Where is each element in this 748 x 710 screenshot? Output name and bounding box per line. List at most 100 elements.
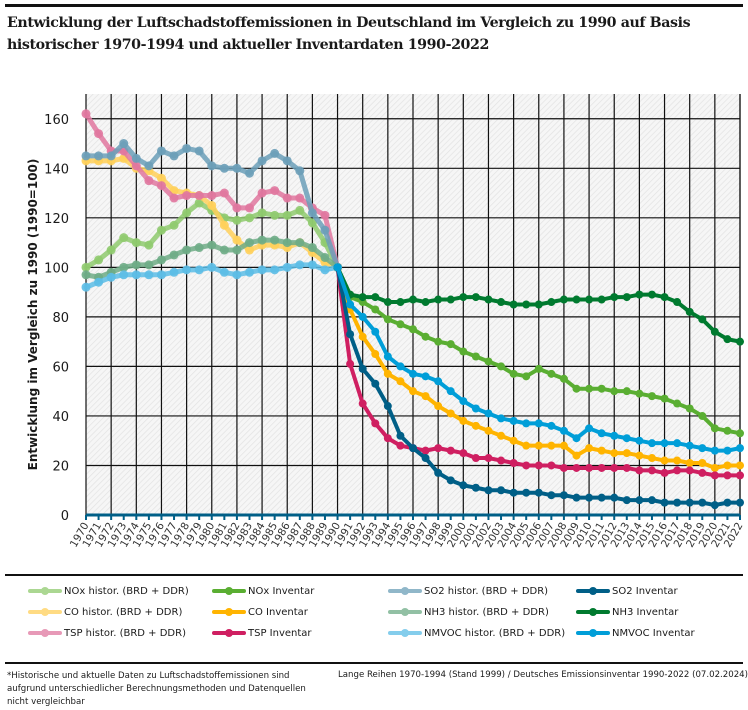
series-tsp-histor-brd-ddr [81,109,343,272]
y-tick-label: 160 [44,113,69,128]
data-point [333,263,342,272]
data-point [547,421,556,430]
data-point [710,424,719,433]
series-tsp-inventar [333,263,744,480]
data-point [257,188,267,198]
data-point [144,240,154,250]
y-axis-label: Entwicklung im Vergleich zu 1990 (1990=1… [26,159,40,471]
legend: NOx histor. (BRD + DDR) NOx Inventar SO2 h… [0,578,748,650]
data-point [396,320,405,329]
legend-swatch [28,587,62,595]
data-point [471,293,480,302]
data-point [497,362,506,371]
data-point [559,441,568,450]
data-point [81,262,91,272]
data-point [647,466,656,475]
legend-label: NOx histor. (BRD + DDR) [64,585,189,597]
data-point [232,163,242,173]
data-point [144,176,154,186]
data-point [358,399,367,408]
data-point [471,352,480,361]
data-point [484,357,493,366]
data-point [144,161,154,171]
legend-item: NMVOC Inventar [576,624,695,642]
data-point [522,419,531,428]
data-point [585,463,594,472]
data-point [610,449,619,458]
data-point [622,387,631,396]
data-point [471,404,480,413]
data-point [509,300,518,309]
legend-swatch [212,608,246,616]
data-point [409,325,417,334]
data-point [446,476,455,485]
legend-item: NOx histor. (BRD + DDR) [28,582,189,600]
data-point [547,461,556,470]
data-point [409,295,417,304]
data-point [685,441,694,450]
legend-label: CO Inventar [248,606,308,618]
data-point [131,153,141,163]
data-point [434,468,443,477]
data-point [295,238,305,248]
data-point [434,402,443,411]
data-point [131,270,141,280]
data-point [572,493,581,502]
data-point [383,298,392,307]
data-point [421,392,430,401]
data-point [685,307,694,316]
data-point [647,439,656,448]
data-point [169,220,179,230]
data-point [232,215,242,225]
data-point [371,293,380,302]
data-point [156,255,166,265]
data-point [434,337,443,346]
data-point [307,208,317,218]
data-point [710,446,719,455]
data-point [383,352,392,361]
data-point [497,431,506,440]
data-point [635,436,644,445]
legend-item: SO2 Inventar [576,582,678,600]
data-point [383,402,392,411]
data-point [409,369,417,378]
legend-item: NH3 histor. (BRD + DDR) [388,603,549,621]
data-point [547,441,556,450]
data-point [383,369,392,378]
data-point [182,265,192,275]
data-point [307,243,317,253]
data-point [534,461,543,470]
data-point [307,218,317,228]
data-point [459,397,468,406]
data-point [371,327,380,336]
legend-item: CO Inventar [212,603,308,621]
data-point [459,416,468,425]
data-point [282,238,292,248]
data-point [434,377,443,386]
data-point [509,458,518,467]
data-point [446,387,455,396]
data-point [421,446,430,455]
data-point [207,200,217,210]
data-point [320,210,330,220]
data-point [232,245,242,255]
legend-label: NH3 histor. (BRD + DDR) [424,606,549,618]
data-point [282,156,292,166]
data-point [358,332,367,341]
data-point [660,498,669,507]
data-point [736,461,744,470]
legend-item: TSP Inventar [212,624,312,642]
data-point [270,235,280,245]
data-point [245,203,254,213]
data-point [647,290,656,299]
data-point [559,426,568,435]
data-point [282,210,292,220]
series-lines [81,109,744,510]
x-axis-ticks: 1970197119721973197419751976197719781979… [68,513,746,550]
data-point [635,466,644,475]
data-point [409,387,417,396]
data-point [81,282,91,292]
data-point [207,262,217,272]
data-point [647,496,656,505]
legend-item: NMVOC histor. (BRD + DDR) [388,624,565,642]
